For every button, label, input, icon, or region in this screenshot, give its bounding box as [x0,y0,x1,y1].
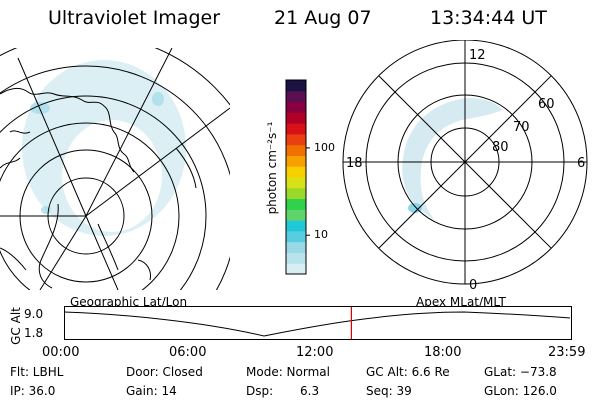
colorbar-segment [286,155,306,167]
mlt-label-dusk: 18 [346,156,363,171]
mlt-label-noon: 12 [469,48,486,63]
time-tick-1200: 12:00 [296,345,334,360]
time-tick-1800: 18:00 [424,345,462,360]
dsp-value: 6.3 [300,384,320,398]
colorbar-segment [286,220,306,232]
colorbar-segment [286,101,306,113]
door-status: Door: Closed [126,365,203,379]
ip-value: IP: 36.0 [10,384,56,398]
date-label: 21 Aug 07 [274,7,372,29]
aurora-emission-polar [402,98,503,220]
colorbar-segment [286,241,306,253]
colorbar-segment [286,252,306,264]
mode-value: Mode: Normal [246,365,330,379]
colorbar-segment [286,263,306,275]
instrument-title: Ultraviolet Imager [48,7,221,29]
color-scale-bar [285,79,310,275]
colorbar-frame [285,79,307,275]
lat-label-80: 80 [492,140,509,155]
gc-alt-value: GC Alt: 6.6 Re [366,365,450,379]
longitude-lines [0,48,230,290]
colorbar-segment [286,187,306,200]
dsp-label: Dsp: [246,384,274,398]
geographic-label: Geographic Lat/Lon [70,295,188,309]
polar-mlt-plot [342,40,588,285]
colorbar-tick-10: 10 [314,228,328,241]
latitude-circles [0,48,230,290]
altitude-tick-low: 1.8 [24,326,44,340]
mlt-label-midnight: 0 [469,278,478,293]
altitude-tick-high: 9.0 [24,307,44,321]
altitude-axis-label: GC Alt [9,307,23,345]
colorbar-segment [286,198,306,210]
mlt-label-dawn: 6 [577,156,586,171]
apex-label: Apex MLat/MLT [416,295,506,309]
glon-value: GLon: 126.0 [484,384,557,398]
colorbar-segment [286,80,306,92]
colorbar-segment [286,177,306,189]
altitude-curve [64,311,571,337]
colorbar-segment [286,112,306,124]
filter-value: Flt: LBHL [10,365,64,379]
gain-value: Gain: 14 [126,384,177,398]
colorbar-segment [286,144,306,156]
altitude-timeline [64,306,572,340]
colorbar-segment [286,166,306,178]
seq-value: Seq: 39 [366,384,412,398]
lat-label-60: 60 [538,97,555,112]
colorbar-unit-label: photon cm⁻²s⁻¹ [265,121,279,215]
time-tick-0000: 00:00 [42,345,80,360]
time-label: 13:34:44 UT [430,7,547,29]
colorbar-segment [286,90,306,103]
aurora-bright-patch [30,92,164,214]
colorbar-segment [286,133,306,146]
time-tick-0600: 06:00 [169,345,207,360]
colorbar-segment [286,209,306,221]
time-tick-2359: 23:59 [548,345,586,360]
coastlines [0,87,197,289]
colorbar-segment [286,123,306,135]
colorbar-segment [286,230,306,243]
glat-value: GLat: −73.8 [484,365,557,379]
colorbar-tick-100: 100 [314,141,335,154]
lat-label-70: 70 [513,120,530,135]
timeline-frame [64,306,572,340]
mlt-spokes [343,40,587,284]
geographic-map [0,48,230,290]
